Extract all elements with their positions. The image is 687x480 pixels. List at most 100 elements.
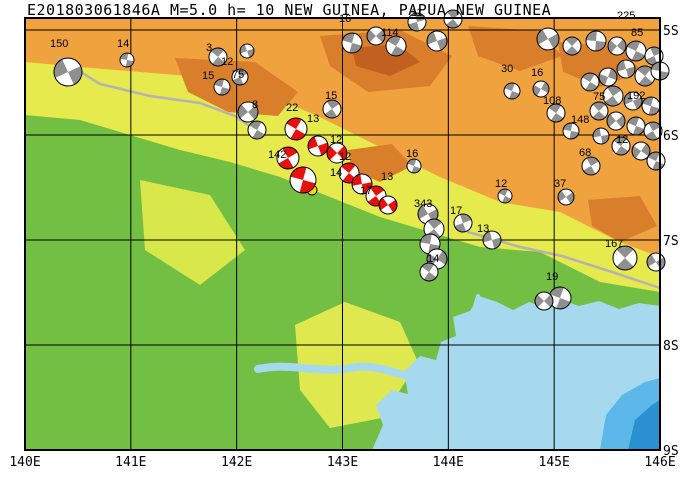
lon-label: 140E: [9, 455, 40, 470]
depth-label: 12: [339, 151, 351, 163]
focal-mechanism-gray: [119, 52, 135, 68]
depth-label: 16: [531, 67, 543, 79]
river-channel: [466, 294, 480, 390]
focal-mechanism-gray: [53, 57, 83, 87]
lat-label: 9S: [663, 444, 679, 459]
focal-mechanism-gray: [612, 245, 638, 271]
boundary-line-east: [466, 230, 662, 290]
depth-label: 37: [554, 178, 566, 190]
focal-mechanism-gray: [585, 30, 607, 52]
fly-river-estuary: [254, 362, 474, 394]
depth-label: 75: [232, 69, 244, 81]
focal-mechanism-gray: [322, 99, 342, 119]
focal-mechanism-gray: [536, 27, 560, 51]
depth-label: 14: [427, 253, 439, 265]
focal-mechanism-gray: [643, 121, 663, 141]
focal-mechanism-gray: [385, 35, 407, 57]
focal-mechanism-red: [351, 173, 373, 195]
focal-mechanism-gray: [534, 291, 554, 311]
depth-label: 16: [406, 148, 418, 160]
lon-label: 144E: [433, 455, 464, 470]
lon-label: 141E: [115, 455, 146, 470]
focal-mechanism-gray: [592, 127, 610, 145]
focal-mechanism-gray: [616, 59, 636, 79]
focal-mechanism-gray: [631, 141, 651, 161]
focal-mechanism-gray: [497, 188, 513, 204]
depth-label: 3: [206, 42, 212, 54]
focal-mechanism-gray: [607, 36, 627, 56]
depth-label: 11: [411, 7, 422, 19]
focal-mechanism-gray: [562, 122, 580, 140]
focal-mechanism-gray: [557, 188, 575, 206]
focal-mechanism-gray: [482, 230, 502, 250]
lon-label: 143E: [327, 455, 358, 470]
lon-label: 146E: [644, 455, 675, 470]
focal-mechanism-gray: [406, 158, 422, 174]
focal-mechanism-gray: [453, 213, 473, 233]
focal-mechanism-gray: [213, 78, 231, 96]
focal-mechanism-gray: [562, 36, 582, 56]
focal-mechanism-gray: [589, 101, 609, 121]
focal-mechanism-gray: [366, 26, 386, 46]
lat-label: 8S: [663, 339, 679, 354]
depth-label: 14: [330, 167, 342, 179]
depth-label: 225: [617, 10, 635, 22]
depth-label: 8: [252, 99, 258, 111]
depth-label: 13: [477, 223, 489, 235]
focal-mechanism-red: [378, 195, 398, 215]
terrain-peak-5: [348, 144, 412, 182]
focal-mechanism-gray: [231, 68, 249, 86]
depth-label: 114: [381, 27, 399, 39]
depth-label: 150: [50, 38, 68, 50]
focal-mechanism-red: [276, 146, 300, 170]
depth-label: 15: [325, 90, 337, 102]
depth-label: 142: [268, 149, 286, 161]
focal-mechanism-gray: [598, 67, 618, 87]
depth-label: 13: [381, 171, 393, 183]
depth-label: 108: [543, 95, 561, 107]
depth-label: 167: [605, 238, 623, 250]
focal-mechanism-gray: [532, 80, 550, 98]
sea-gulf-of-papua: [372, 296, 660, 450]
depth-label: 17: [360, 185, 372, 197]
graticule-layer: 140E 141E 142E 143E 144E 145E 146E 5S 6S 7S 8S 9S: [9, 18, 679, 470]
map-frame: [24, 17, 661, 451]
depth-label: 30: [501, 63, 513, 75]
focal-mechanism-gray: [581, 156, 601, 176]
depth-label: 12: [495, 178, 507, 190]
depth-label: 22: [286, 102, 298, 114]
focal-mechanism-gray: [606, 111, 626, 131]
terrain-foothill-yellow: [140, 180, 245, 285]
focal-mechanism-gray: [443, 9, 463, 29]
depth-label: 12: [616, 134, 628, 146]
lat-label: 5S: [663, 24, 679, 39]
focal-mechanism-gray: [247, 120, 267, 140]
focal-mechanism-gray: [503, 82, 521, 100]
depth-label: 68: [579, 147, 591, 159]
terrain-peak-6: [588, 196, 657, 242]
lon-label: 145E: [539, 455, 570, 470]
focal-mechanism-gray: [580, 72, 600, 92]
boundary-line-west: [56, 56, 260, 134]
focal-mechanism-red: [284, 117, 308, 141]
focal-mechanism-gray: [611, 136, 631, 156]
lat-label: 7S: [663, 234, 679, 249]
focal-mechanism-gray: [237, 101, 259, 123]
focal-mechanism-gray: [548, 286, 572, 310]
depth-label: 148: [571, 114, 589, 126]
depth-label: 12: [330, 134, 342, 146]
focal-mechanism-red: [326, 142, 348, 164]
focal-mechanism-gray: [208, 47, 228, 67]
depth-label: 75: [593, 91, 605, 103]
focal-mechanism-gray: [341, 32, 363, 54]
focal-mechanism-gray: [634, 65, 656, 87]
focal-mechanism-red: [307, 135, 329, 157]
depth-label: 343: [414, 198, 432, 210]
focal-mechanism-gray: [626, 116, 646, 136]
focal-mechanism-gray: [239, 43, 255, 59]
depth-label: 13: [307, 113, 319, 125]
depth-label: 15: [202, 70, 214, 82]
